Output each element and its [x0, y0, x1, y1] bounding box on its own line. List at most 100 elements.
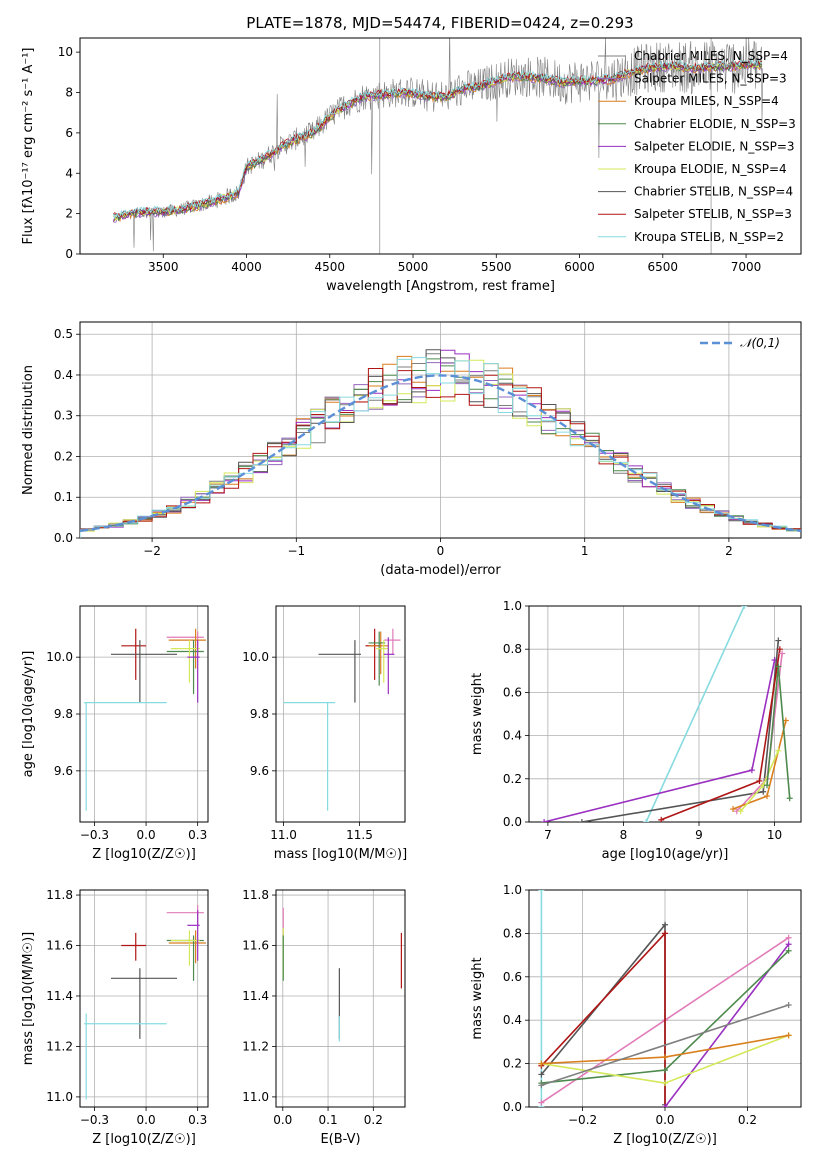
x-tick-label: 4000 — [231, 260, 262, 274]
y-tick-label: 0.4 — [54, 368, 73, 382]
y-tick-label: 10.0 — [46, 650, 73, 664]
y-tick-label: 0.2 — [54, 449, 73, 463]
x-tick-label: 0 — [437, 544, 445, 558]
y-tick-label: 6 — [65, 126, 73, 140]
weight-marker — [779, 650, 786, 657]
mass-vs-reddening-points — [282, 907, 402, 1042]
x-axis-label: Z [log10(Z/Z☉)] — [92, 847, 196, 862]
y-tick-label: 0.8 — [503, 642, 522, 656]
x-tick-label: 1 — [581, 544, 589, 558]
legend-label: 𝒩(0,1) — [740, 336, 780, 350]
legend-label: Kroupa STELIB, N_SSP=2 — [634, 230, 784, 244]
weight-marker — [775, 747, 782, 754]
x-tick-label: 0.0 — [655, 1113, 674, 1127]
spectrum-axes: 3500 4000 4500 5000 5500 6000 6500 7000 0 2 4 6 8 10 w… — [21, 37, 802, 294]
figure-title: PLATE=1878, MJD=54474, FIBERID=0424, z=0… — [246, 14, 633, 32]
y-tick-label: 11.6 — [46, 939, 73, 953]
weight-marker — [538, 1099, 545, 1106]
model-spectrum-line-salpeter-stelib — [113, 59, 763, 218]
weight-line-chabrier-miles — [541, 1004, 789, 1087]
weight-marker — [662, 921, 668, 928]
weight-marker — [538, 1082, 545, 1089]
y-tick-label: 0.3 — [54, 409, 73, 423]
y-tick-label: 0.4 — [503, 729, 522, 743]
x-tick-label: 11.0 — [270, 828, 297, 842]
legend-label: Salpeter MILES, N_SSP=3 — [634, 72, 787, 86]
x-axis-label: E(B-V) — [320, 1132, 360, 1147]
weight-marker — [785, 934, 792, 941]
x-tick-label: 2 — [725, 544, 733, 558]
x-tick-label: 11.5 — [346, 828, 373, 842]
y-tick-label: 0.0 — [54, 531, 73, 545]
x-tick-label: 0.3 — [188, 1113, 207, 1127]
weight-marker — [662, 1054, 668, 1061]
axes-frame — [79, 889, 209, 1108]
x-tick-label: 7000 — [731, 260, 762, 274]
x-tick-label: 4500 — [314, 260, 345, 274]
y-axis-label: age [log10(age/yr)] — [21, 651, 36, 778]
x-axis-label: mass [log10(M/M☉)] — [274, 847, 407, 862]
y-tick-label: 11.4 — [46, 989, 73, 1003]
model-spectrum-line-kroupa-stelib — [112, 57, 763, 220]
weight-marker — [775, 637, 782, 644]
histogram-step-kroupa-stelib — [80, 357, 801, 538]
x-axis-label: (data-model)/error — [380, 563, 501, 578]
mass-vs-metallicity-axes: −0.3 0.0 0.3 11.0 11.2 11.4 11.6 11.8 Z [log10(Z… — [21, 888, 209, 1147]
weight-marker — [785, 947, 792, 954]
y-tick-label: 9.8 — [250, 707, 269, 721]
y-tick-label: 8 — [65, 86, 73, 100]
y-tick-label: 9.8 — [54, 707, 73, 721]
x-axis-label: Z [log10(Z/Z☉)] — [613, 1132, 717, 1147]
y-tick-label: 0.2 — [503, 1057, 522, 1071]
y-tick-label: 11.0 — [46, 1090, 73, 1104]
y-tick-label: 2 — [65, 207, 73, 221]
y-tick-label: 11.4 — [242, 989, 269, 1003]
weight-marker — [760, 788, 767, 795]
weight-vs-metallicity-lines — [538, 890, 792, 1107]
x-tick-label: −0.3 — [80, 1113, 109, 1127]
legend-label: Chabrier MILES, N_SSP=4 — [634, 49, 788, 63]
x-tick-label: −0.2 — [568, 1113, 597, 1127]
weight-vs-age-lines — [541, 606, 793, 822]
axes-frame — [528, 605, 802, 823]
x-tick-label: 0.3 — [188, 828, 207, 842]
x-tick-label: 6000 — [564, 260, 595, 274]
age-vs-metallicity-axes: −0.3 0.0 0.3 9.6 9.8 10.0 Z [log10(Z/Z☉)] age [… — [21, 605, 209, 862]
y-tick-label: 0.0 — [503, 815, 522, 829]
x-tick-label: 3500 — [148, 260, 179, 274]
weight-marker — [775, 663, 782, 670]
axes-frame — [79, 37, 802, 255]
weight-marker — [658, 816, 665, 822]
weight-marker — [662, 930, 668, 937]
weight-marker — [764, 793, 770, 800]
x-tick-label: −2 — [143, 544, 161, 558]
y-tick-label: 0.4 — [503, 1013, 522, 1027]
weight-line-kroupa-stelib — [645, 606, 746, 822]
spectrum-legend: Chabrier MILES, N_SSP=4 Salpeter MILES, N… — [598, 49, 796, 244]
x-tick-label: 0.0 — [137, 828, 156, 842]
x-tick-label: 0.0 — [273, 1113, 292, 1127]
mass-vs-reddening-axes: 0.0 0.1 0.2 11.0 11.2 11.4 11.6 11.8 E(B-V) — [242, 888, 406, 1147]
weight-marker — [538, 1071, 545, 1078]
weight-marker — [785, 1032, 792, 1039]
y-tick-label: 11.8 — [46, 888, 73, 902]
legend-label: Salpeter ELODIE, N_SSP=3 — [634, 139, 795, 153]
x-tick-label: 5500 — [481, 260, 512, 274]
weight-marker — [662, 1080, 668, 1087]
x-tick-label: 0.2 — [738, 1113, 757, 1127]
weight-marker — [662, 1067, 668, 1074]
weight-marker — [756, 777, 763, 784]
y-axis-label: Flux [fλ10⁻¹⁷ erg cm⁻² s⁻¹ A⁻¹] — [21, 48, 36, 245]
x-tick-label: 5000 — [398, 260, 429, 274]
y-tick-label: 10.0 — [242, 650, 269, 664]
y-tick-label: 1.0 — [503, 599, 522, 613]
y-tick-label: 0.6 — [503, 970, 522, 984]
axes-frame — [79, 321, 802, 539]
axes-frame — [275, 605, 406, 823]
y-tick-label: 1.0 — [503, 883, 522, 897]
y-tick-label: 11.2 — [46, 1039, 73, 1053]
y-tick-label: 11.6 — [242, 939, 269, 953]
legend-label: Salpeter STELIB, N_SSP=3 — [634, 207, 792, 221]
weight-vs-age-axes: 7 8 9 10 0.0 0.2 0.4 0.6 0.8 1.0 age [log10(age/yr… — [470, 599, 802, 862]
model-spectrum-line-chabrier-stelib — [113, 59, 763, 220]
